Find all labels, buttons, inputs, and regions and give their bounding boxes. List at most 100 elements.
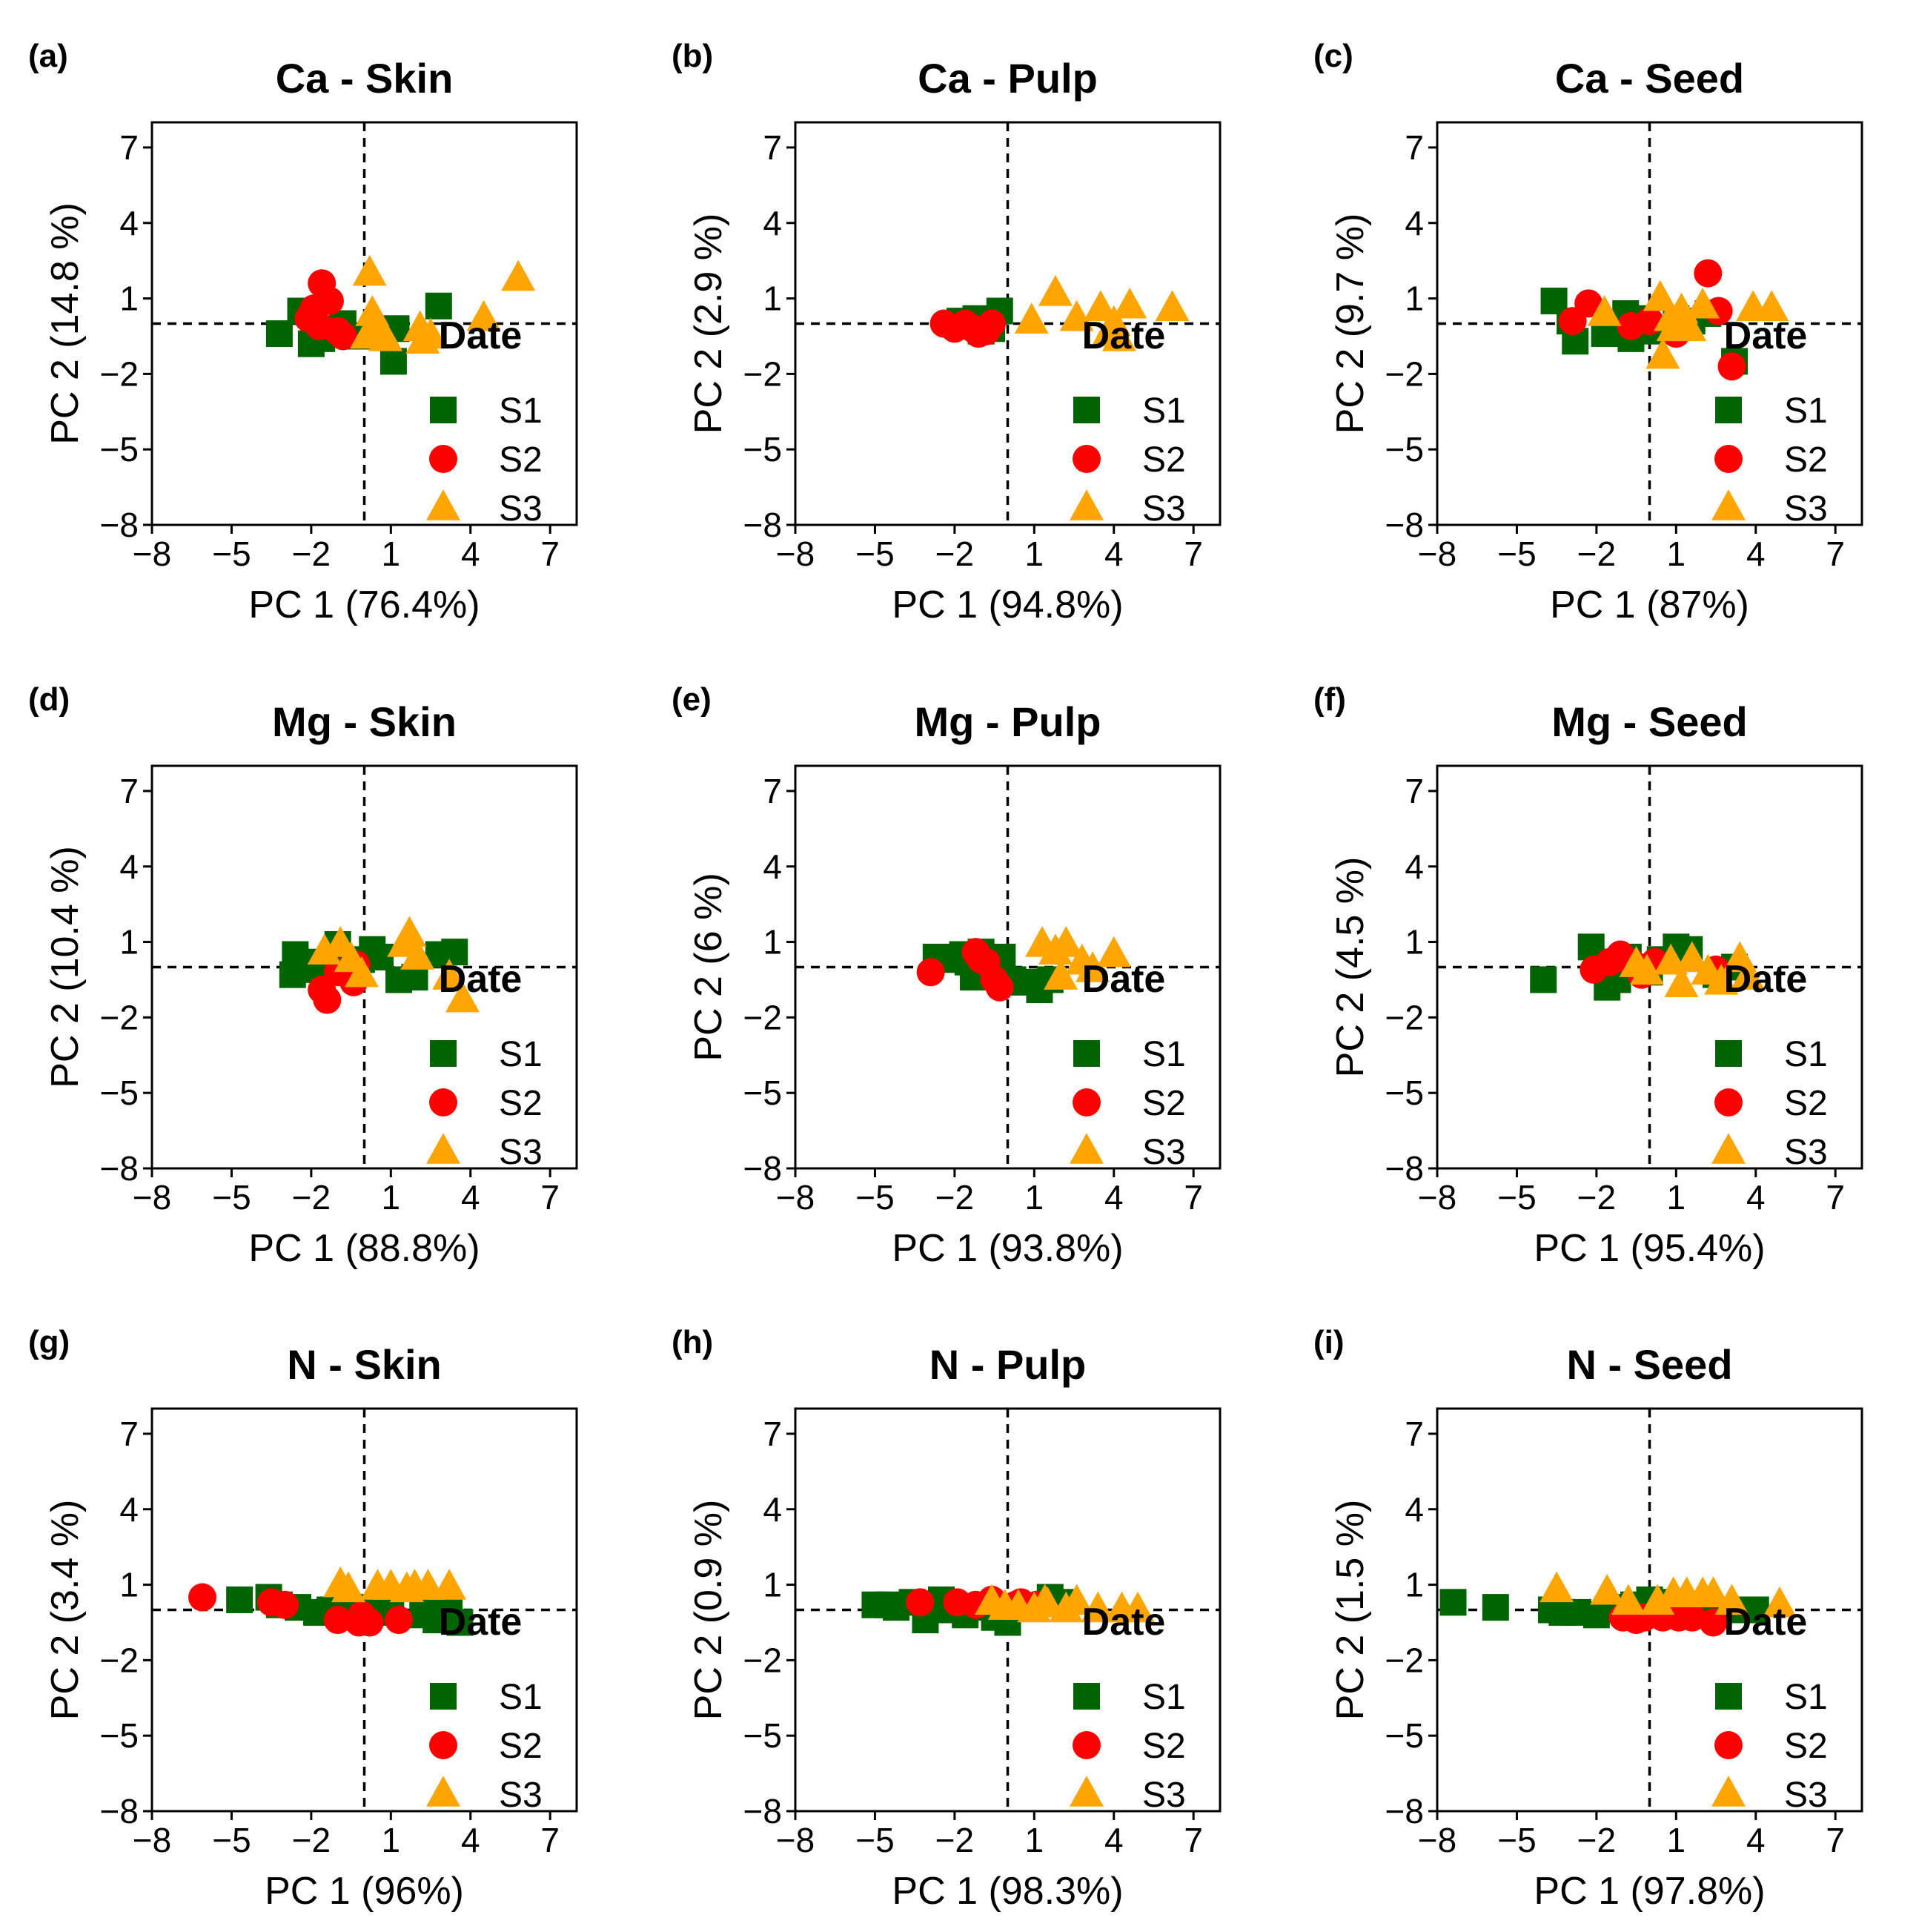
x-axis-label: PC 1 (76.4%) — [248, 583, 480, 626]
point-s3 — [1075, 951, 1110, 982]
point-s3 — [1696, 1576, 1731, 1607]
x-tick-label: 7 — [1826, 1178, 1845, 1217]
y-axis-label: PC 2 (3.4 %) — [44, 1500, 87, 1721]
x-tick-label: −8 — [1418, 535, 1456, 573]
x-tick-label: 4 — [1104, 1178, 1124, 1217]
legend-key-s2 — [429, 1731, 457, 1759]
legend-key-s1 — [430, 397, 457, 423]
point-s3 — [1762, 1586, 1797, 1618]
y-tick-label: 4 — [1405, 1490, 1424, 1529]
panel-title: Mg - Seed — [1551, 698, 1747, 745]
point-s1 — [425, 292, 452, 320]
x-tick-label: −2 — [292, 1821, 331, 1859]
panel-8: (h) N - Pulp −8 −5 −2 1 4 7 7 4 1 −2 −5 −8 PC 1 (98.3%… — [672, 1324, 1222, 1913]
x-tick-label: −5 — [1497, 1821, 1536, 1859]
panel-3: (c) Ca - Seed −8 −5 −2 1 4 7 7 4 1 −2 −5 −8 PC 1 (87%)… — [1313, 38, 1863, 626]
legend-key-s3 — [426, 1776, 460, 1807]
y-tick-label: −2 — [1385, 998, 1424, 1036]
y-tick-label: −8 — [1385, 1149, 1424, 1188]
y-tick-label: 7 — [1405, 1415, 1424, 1453]
y-tick-label: −5 — [1385, 1073, 1424, 1112]
point-s3 — [1629, 953, 1664, 985]
point-s2 — [916, 958, 945, 987]
legend-key-s2 — [1714, 445, 1743, 473]
y-tick-label: 4 — [119, 1490, 139, 1529]
point-s2 — [308, 976, 337, 1005]
x-tick-label: −2 — [292, 1178, 331, 1217]
point-s3 — [323, 926, 358, 957]
y-tick-label: −8 — [100, 1149, 139, 1188]
point-s3 — [466, 300, 501, 331]
legend-label-s2: S2 — [1142, 440, 1186, 480]
point-s3 — [1645, 337, 1680, 369]
legend-key-s3 — [1070, 1776, 1104, 1807]
point-s2 — [1677, 1603, 1706, 1632]
legend-label-s3: S3 — [1784, 1776, 1828, 1815]
x-axis-label: PC 1 (94.8%) — [892, 583, 1123, 626]
panel-title: Ca - Seed — [1555, 55, 1744, 102]
x-tick-label: 7 — [1826, 535, 1845, 573]
y-axis-label: PC 2 (2.9 %) — [687, 214, 730, 434]
legend-key-s1 — [1715, 1040, 1742, 1067]
x-axis-label: PC 1 (93.8%) — [892, 1227, 1123, 1270]
point-s2 — [1694, 259, 1723, 288]
point-s3 — [1059, 1584, 1094, 1615]
y-tick-label: −5 — [100, 1073, 139, 1112]
y-axis-label: PC 2 (0.9 %) — [687, 1500, 730, 1721]
legend-label-s1: S1 — [499, 391, 543, 431]
point-s3 — [1731, 959, 1766, 990]
point-s2 — [906, 1588, 935, 1617]
y-tick-label: 4 — [1405, 204, 1424, 242]
y-tick-label: 7 — [763, 772, 782, 810]
x-tick-label: 4 — [461, 1821, 480, 1859]
y-tick-label: −5 — [743, 1073, 782, 1112]
x-tick-label: 1 — [1667, 1178, 1686, 1217]
x-tick-label: 4 — [1746, 1178, 1766, 1217]
y-tick-label: −8 — [1385, 1792, 1424, 1830]
x-tick-label: 1 — [382, 1821, 401, 1859]
x-tick-label: 4 — [1746, 1821, 1766, 1859]
point-s2 — [188, 1583, 217, 1612]
x-tick-label: 1 — [1025, 1821, 1044, 1859]
point-s1 — [1439, 1589, 1467, 1616]
legend-title: Date — [1082, 958, 1166, 1001]
point-s1 — [446, 1609, 474, 1636]
legend-key-s1 — [1715, 397, 1742, 423]
point-s3 — [1754, 290, 1789, 321]
legend-title: Date — [439, 958, 523, 1001]
y-tick-label: 1 — [1405, 279, 1424, 318]
point-s2 — [315, 286, 344, 315]
x-tick-label: −8 — [133, 535, 171, 573]
y-tick-label: 1 — [763, 1566, 782, 1604]
point-s2 — [271, 1590, 299, 1619]
legend-label-s2: S2 — [499, 440, 543, 480]
y-tick-label: 7 — [763, 128, 782, 167]
point-s1 — [1482, 1594, 1509, 1621]
x-tick-label: 1 — [382, 1178, 401, 1217]
legend-title: Date — [439, 1601, 523, 1644]
x-tick-label: −2 — [935, 535, 974, 573]
x-tick-label: 4 — [1746, 535, 1766, 573]
legend-key-s1 — [1073, 1040, 1100, 1067]
legend-title: Date — [1724, 314, 1808, 357]
x-tick-label: −5 — [1497, 1178, 1536, 1217]
panel-title: N - Skin — [287, 1341, 441, 1388]
x-tick-label: 7 — [1826, 1821, 1845, 1859]
legend-label-s1: S1 — [499, 1035, 543, 1074]
x-tick-label: 4 — [461, 1178, 480, 1217]
panel-title: Mg - Skin — [272, 698, 457, 745]
panel-9: (i) N - Seed −8 −5 −2 1 4 7 7 4 1 −2 −5 −8 PC 1 (97.8%… — [1313, 1324, 1863, 1913]
point-s3 — [331, 1571, 366, 1603]
y-tick-label: −2 — [1385, 1641, 1424, 1679]
panel-label: (c) — [1313, 38, 1353, 74]
point-s3 — [1014, 302, 1049, 334]
point-s1 — [265, 320, 293, 348]
panel-title: N - Pulp — [929, 1341, 1087, 1388]
legend-label-s1: S1 — [1142, 391, 1186, 431]
point-s3 — [1044, 959, 1078, 990]
y-tick-label: 1 — [763, 923, 782, 962]
legend-key-s3 — [1070, 489, 1104, 520]
y-tick-label: 4 — [1405, 847, 1424, 886]
x-tick-label: 7 — [540, 535, 560, 573]
legend-label-s1: S1 — [1784, 391, 1828, 431]
